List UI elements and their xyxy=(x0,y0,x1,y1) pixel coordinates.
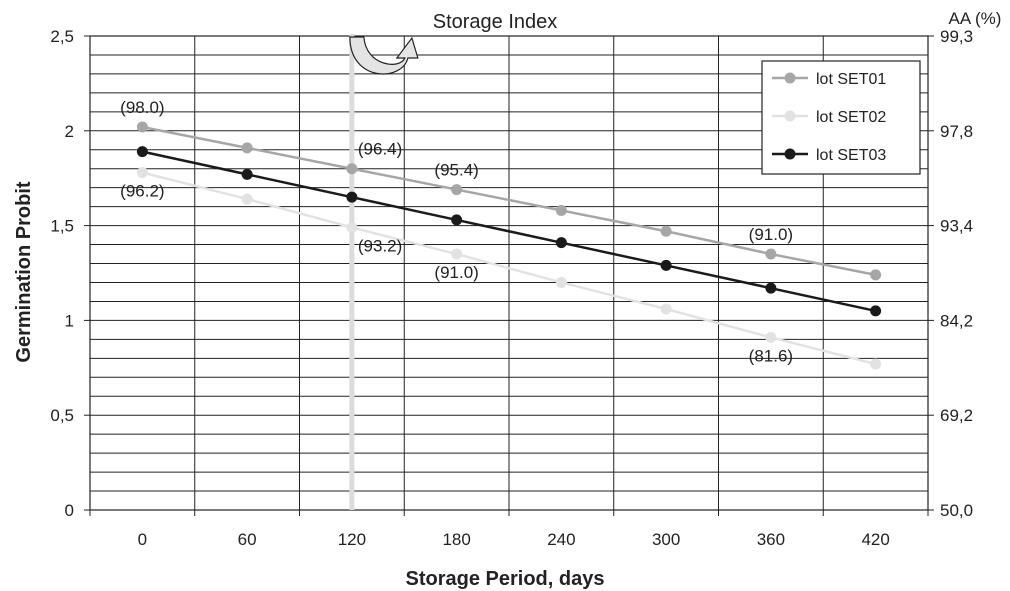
legend-swatch-point xyxy=(784,148,796,160)
series-point-3 xyxy=(555,237,567,249)
annotations: (98.0) (96.2) (96.4) (93.2) (95.4) (91.0) (91.… xyxy=(120,98,793,365)
series-point-3 xyxy=(870,305,882,317)
series-point-1 xyxy=(870,269,882,281)
data-label: (96.4) xyxy=(358,140,402,159)
data-label: (93.2) xyxy=(358,236,402,255)
y-tick-label: 1,5 xyxy=(50,217,74,236)
data-label: (81.6) xyxy=(749,346,793,365)
data-label: (95.4) xyxy=(434,161,478,180)
y2-tick-label: 84,2 xyxy=(940,311,973,330)
data-label: (96.2) xyxy=(120,182,164,201)
y2-tick-label: 69,2 xyxy=(940,406,973,425)
y2-tick-label: 93,4 xyxy=(940,217,973,236)
series-point-2 xyxy=(136,167,148,179)
series-point-1 xyxy=(241,142,253,154)
series-point-3 xyxy=(451,214,463,226)
legend: lot SET01 lot SET02 lot SET03 xyxy=(761,60,921,175)
series-point-3 xyxy=(346,191,358,203)
axes: 0 0,5 1 1,5 2 2,5 50,0 69,2 84,2 93,4 97,8 99,3 0 60 1… xyxy=(50,27,973,549)
series-point-1 xyxy=(660,225,672,237)
series-point-1 xyxy=(765,248,777,260)
y-axis-title: Germination Probit xyxy=(13,181,35,362)
series-point-1 xyxy=(555,204,567,216)
series-point-1 xyxy=(451,184,463,196)
series-line-3 xyxy=(142,150,876,313)
series-point-3 xyxy=(660,259,672,271)
x-tick-label: 420 xyxy=(861,530,889,549)
series-point-2 xyxy=(451,248,463,260)
x-tick-label: 300 xyxy=(652,530,680,549)
series-point-1 xyxy=(136,121,148,133)
x-tick-label: 0 xyxy=(138,530,147,549)
storage-index-arrow xyxy=(349,36,419,75)
storage-index-label: Storage Index xyxy=(433,11,558,33)
y2-axis-title: AA (%) xyxy=(949,9,1002,28)
y-tick-label: 1 xyxy=(65,311,74,330)
series-point-2 xyxy=(346,221,358,233)
series-point-3 xyxy=(765,282,777,294)
y-tick-label: 2,5 xyxy=(50,27,74,46)
x-tick-label: 60 xyxy=(238,530,257,549)
series-line-2 xyxy=(142,171,876,366)
x-tick-label: 240 xyxy=(547,530,575,549)
series-point-1 xyxy=(346,163,358,175)
series-point-2 xyxy=(241,193,253,205)
legend-label: lot SET02 xyxy=(816,109,886,126)
series-line-1 xyxy=(142,125,876,277)
series-point-2 xyxy=(870,358,882,370)
legend-swatch-point xyxy=(784,110,796,122)
x-tick-label: 180 xyxy=(442,530,470,549)
legend-label: lot SET01 xyxy=(816,71,886,88)
y-tick-label: 2 xyxy=(65,122,74,141)
x-axis-title: Storage Period, days xyxy=(406,568,605,590)
series-point-2 xyxy=(660,303,672,315)
series-point-3 xyxy=(136,146,148,158)
y-tick-label: 0 xyxy=(65,501,74,520)
storage-index-marker xyxy=(349,34,419,510)
series-point-2 xyxy=(765,331,777,343)
legend-label: lot SET03 xyxy=(816,147,886,164)
y2-tick-label: 97,8 xyxy=(940,122,973,141)
data-label: (91.0) xyxy=(434,263,478,282)
series-point-3 xyxy=(241,168,253,180)
x-tick-label: 120 xyxy=(338,530,366,549)
series-point-2 xyxy=(555,276,567,288)
data-label: (98.0) xyxy=(120,98,164,117)
y2-tick-label: 99,3 xyxy=(940,27,973,46)
series-group xyxy=(136,121,882,370)
x-tick-label: 360 xyxy=(757,530,785,549)
y-tick-label: 0,5 xyxy=(50,406,74,425)
data-label: (91.0) xyxy=(749,225,793,244)
y2-tick-label: 50,0 xyxy=(940,501,973,520)
legend-swatch-point xyxy=(784,72,796,84)
